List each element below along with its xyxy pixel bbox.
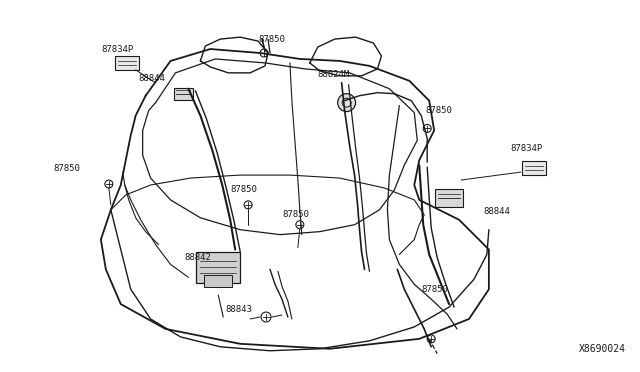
Bar	[115, 56, 139, 70]
Text: 87850: 87850	[230, 186, 257, 195]
Bar	[173, 88, 193, 100]
Bar	[196, 251, 240, 283]
Text: 87834P: 87834P	[511, 144, 543, 153]
Text: 87834P: 87834P	[101, 45, 133, 54]
Text: 88824M: 88824M	[318, 70, 350, 79]
Text: 88843: 88843	[225, 305, 252, 314]
Bar	[204, 275, 232, 287]
Text: 87850: 87850	[53, 164, 80, 173]
Circle shape	[338, 94, 356, 112]
Text: 88844: 88844	[483, 207, 510, 216]
Text: 87850: 87850	[421, 285, 448, 294]
Text: 88844: 88844	[139, 74, 166, 83]
Text: X8690024: X8690024	[579, 344, 625, 354]
Text: 87850: 87850	[425, 106, 452, 115]
Bar	[522, 161, 545, 175]
Text: 87850: 87850	[258, 35, 285, 44]
Text: 87850: 87850	[282, 210, 309, 219]
Text: 88842: 88842	[184, 253, 211, 262]
Bar	[435, 189, 463, 207]
